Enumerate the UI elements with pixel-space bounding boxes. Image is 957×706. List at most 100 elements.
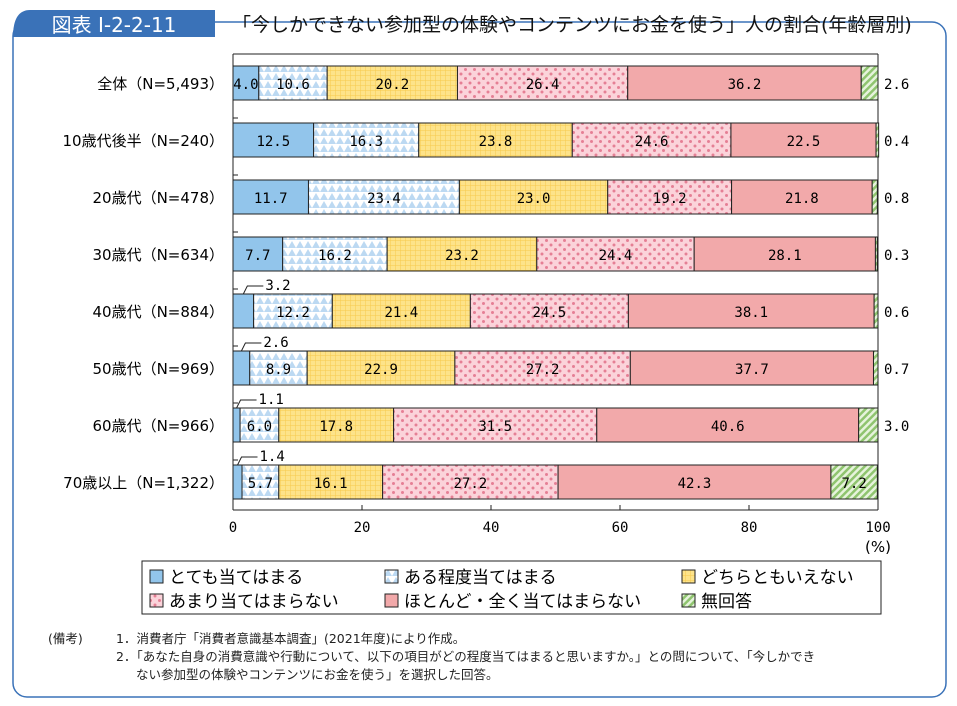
x-unit: (%)	[865, 538, 891, 556]
bar-segment	[571, 122, 732, 158]
data-label: 42.3	[678, 476, 712, 492]
bar-segment	[874, 236, 878, 272]
bar-segment	[627, 65, 862, 101]
data-label: 22.9	[364, 362, 398, 378]
legend-label: どちらともいえない	[701, 568, 854, 588]
legend-label: ほとんど・全く当てはまらない	[404, 592, 641, 612]
bar-segment	[241, 464, 280, 500]
note-2: 2．「あなた自身の消費意識や行動について、以下の項目がどの程度当てはまると思いま…	[116, 649, 816, 664]
data-label: 12.2	[276, 305, 310, 321]
bar-segment	[858, 407, 879, 443]
bar-segment	[627, 293, 875, 329]
bar-segment	[232, 350, 251, 386]
category-label: 20歳代（N=478）	[92, 189, 224, 207]
data-label: 16.2	[318, 248, 352, 264]
data-label: 24.5	[533, 305, 567, 321]
bar-segment	[326, 65, 458, 101]
data-label: 23.2	[445, 248, 479, 264]
data-label: 20.2	[375, 77, 409, 93]
data-label: 0.3	[884, 248, 909, 264]
data-label: 21.4	[384, 305, 418, 321]
legend-swatch	[681, 593, 696, 608]
data-label: 21.8	[785, 191, 819, 207]
data-label: 24.6	[635, 134, 669, 150]
data-label: 28.1	[768, 248, 802, 264]
x-tick-label: 20	[354, 520, 371, 536]
leader-line	[242, 285, 264, 295]
bar-segment	[875, 122, 880, 158]
bar-segment	[830, 464, 878, 500]
category-label: 40歳代（N=884）	[92, 303, 224, 321]
header-badge	[13, 10, 215, 37]
leader-line	[240, 342, 262, 352]
leader-line	[236, 399, 257, 409]
legend-swatch	[149, 569, 164, 584]
data-label: 16.3	[349, 134, 383, 150]
chart-title: 「今しかできない参加型の体験やコンテンツにお金を使う」人の割合(年齢層別)	[232, 14, 912, 36]
data-label: 26.4	[526, 77, 560, 93]
data-label: 3.0	[884, 419, 909, 435]
category-label: 全体（N=5,493）	[97, 75, 224, 93]
legend-swatch	[384, 593, 399, 608]
bar-segment	[393, 407, 598, 443]
data-label: 37.7	[735, 362, 769, 378]
bar-segment	[873, 293, 879, 329]
bar-segment	[313, 122, 420, 158]
bar-segment	[232, 179, 309, 215]
data-label: 23.8	[479, 134, 513, 150]
category-label: 30歳代（N=634）	[92, 246, 224, 264]
data-label: 38.1	[734, 305, 768, 321]
bar-segment	[456, 65, 629, 101]
data-label: 8.9	[266, 362, 291, 378]
category-label: 60歳代（N=966）	[92, 417, 224, 435]
x-tick-label: 60	[612, 520, 629, 536]
data-label: 27.2	[454, 476, 488, 492]
data-label: 7.2	[841, 476, 866, 492]
bar-segment	[331, 293, 471, 329]
legend-label: とても当てはまる	[169, 568, 303, 588]
bar-segment	[232, 236, 284, 272]
data-label: 12.5	[256, 134, 290, 150]
bar-segment	[458, 179, 609, 215]
bar-segment	[536, 236, 695, 272]
data-label: 27.2	[526, 362, 560, 378]
bar-segment	[731, 179, 873, 215]
category-label: 10歳代後半（N=240）	[62, 132, 224, 150]
data-label: 10.6	[276, 77, 310, 93]
data-label: 31.5	[478, 419, 512, 435]
data-label: 19.2	[653, 191, 687, 207]
legend-label: 無回答	[701, 592, 752, 612]
note-3: ない参加型の体験やコンテンツにお金を使う」を選択した回答。	[136, 667, 499, 682]
data-label: 22.5	[787, 134, 821, 150]
bar-segment	[382, 464, 559, 500]
data-label: 40.6	[711, 419, 745, 435]
bar-segment	[469, 293, 629, 329]
bar-segment	[278, 407, 395, 443]
notes-label: (備考)	[48, 631, 83, 646]
data-label: 0.4	[884, 134, 909, 150]
bar-segment	[730, 122, 877, 158]
bar-segment	[232, 293, 255, 329]
data-label: 24.4	[599, 248, 633, 264]
bar-segment	[258, 65, 328, 101]
data-label: 23.0	[517, 191, 551, 207]
data-label: 11.7	[254, 191, 288, 207]
data-label: 4.0	[233, 77, 258, 93]
x-tick-label: 100	[865, 520, 890, 536]
category-label: 70歳以上（N=1,322）	[63, 474, 224, 492]
bar-segment	[232, 407, 241, 443]
bar-segment	[693, 236, 876, 272]
bar-segment	[278, 464, 384, 500]
legend-swatch	[149, 593, 164, 608]
bar-segment	[871, 179, 878, 215]
category-label: 50歳代（N=969）	[92, 360, 224, 378]
data-label: 23.4	[367, 191, 401, 207]
bar-segment	[232, 464, 243, 500]
data-label: 2.6	[263, 335, 288, 351]
note-1: 1．消費者庁「消費者意識基本調査」(2021年度)により作成。	[116, 631, 466, 646]
bar-segment	[557, 464, 832, 500]
legend-label: ある程度当てはまる	[404, 568, 557, 588]
bar-segment	[282, 236, 388, 272]
legend-label: あまり当てはまらない	[169, 592, 339, 612]
